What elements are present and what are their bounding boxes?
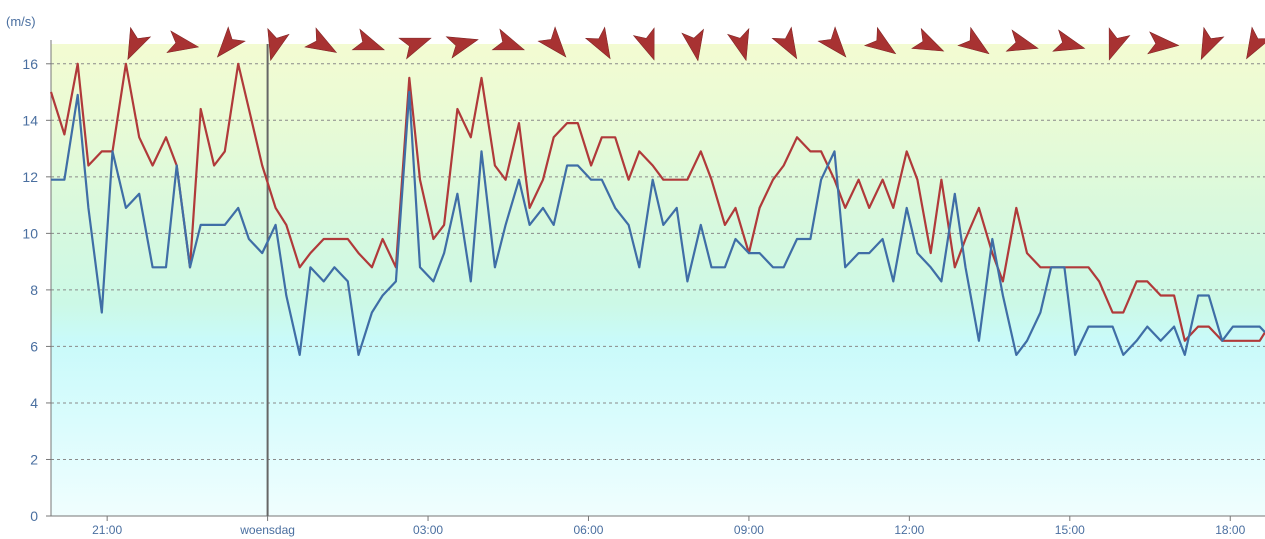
arrow-icon (304, 27, 338, 53)
y-tick-label: 2 (30, 451, 38, 467)
wind-direction-arrow (304, 27, 338, 53)
x-tick-label: 18:00 (1215, 523, 1245, 537)
y-tick-label: 12 (22, 169, 38, 185)
y-tick-label: 10 (22, 225, 38, 241)
wind-direction-arrow (491, 28, 525, 51)
wind-direction-arrow (1200, 26, 1225, 61)
arrow-icon (1005, 29, 1039, 52)
wind-direction-arrow (166, 30, 200, 53)
arrow-icon (351, 28, 385, 51)
y-tick-label: 6 (30, 338, 38, 354)
arrow-icon (1108, 27, 1131, 61)
x-tick-label: 15:00 (1055, 523, 1085, 537)
y-tick-label: 8 (30, 282, 38, 298)
arrow-icon (445, 36, 479, 59)
direction-arrows (127, 26, 1265, 62)
wind-direction-arrow (216, 26, 246, 58)
plot-background (51, 44, 1265, 516)
x-tick-label: 09:00 (734, 523, 764, 537)
wind-direction-arrow (1052, 29, 1086, 52)
arrow-icon (1147, 31, 1180, 55)
arrow-icon (216, 26, 246, 58)
wind-direction-arrow (863, 26, 897, 55)
x-tick-label: 06:00 (573, 523, 603, 537)
axes: 0 2 4 6 8 10 12 14 16 21:00 woensdag 03:00 06:00 09:0… (22, 40, 1265, 537)
arrow-icon (1052, 29, 1086, 52)
arrow-icon (863, 26, 897, 55)
y-axis-unit: (m/s) (6, 14, 36, 29)
arrow-icon (584, 26, 611, 60)
wind-direction-arrow (771, 26, 798, 60)
arrow-icon (166, 30, 200, 53)
arrow-icon (127, 26, 152, 61)
wind-direction-arrow (1108, 27, 1131, 61)
series (49, 62, 1265, 356)
arrow-icon (1246, 26, 1265, 60)
y-tick-label: 16 (22, 56, 38, 72)
wind-direction-arrow (351, 28, 385, 51)
arrow-icon (681, 28, 704, 62)
wind-direction-arrow (1246, 26, 1265, 60)
wind-direction-arrow (911, 27, 945, 52)
wind-direction-arrow (267, 27, 290, 62)
arrow-icon (911, 27, 945, 52)
x-tick-label: 21:00 (92, 523, 122, 537)
wind-direction-arrow (681, 28, 704, 62)
arrow-icon (491, 28, 525, 51)
x-tick-label: 12:00 (894, 523, 924, 537)
wind-line (51, 90, 1265, 356)
y-tick-label: 14 (22, 112, 38, 128)
grid (51, 63, 1265, 460)
wind-direction-arrow (537, 26, 567, 58)
gust-line (49, 62, 1265, 342)
arrow-icon (727, 27, 750, 62)
wind-direction-arrow (632, 27, 655, 61)
wind-direction-arrow (1147, 31, 1180, 55)
arrow-icon (817, 26, 847, 58)
wind-direction-arrow (398, 37, 432, 60)
wind-direction-arrow (127, 26, 152, 61)
wind-direction-arrow (817, 26, 847, 58)
arrow-icon (632, 27, 655, 61)
x-tick-label: woensdag (239, 523, 295, 537)
wind-direction-arrow (957, 26, 990, 55)
arrow-icon (1200, 26, 1225, 61)
arrow-icon (398, 37, 432, 60)
y-tick-label: 0 (30, 508, 38, 524)
arrow-icon (267, 27, 290, 62)
arrow-icon (771, 26, 798, 60)
arrow-icon (957, 26, 990, 55)
wind-direction-arrow (584, 26, 611, 60)
wind-direction-arrow (1005, 29, 1039, 52)
wind-direction-arrow (727, 27, 750, 62)
arrow-icon (537, 26, 567, 58)
x-tick-label: 03:00 (413, 523, 443, 537)
wind-direction-arrow (445, 36, 479, 59)
y-tick-label: 4 (30, 395, 38, 411)
